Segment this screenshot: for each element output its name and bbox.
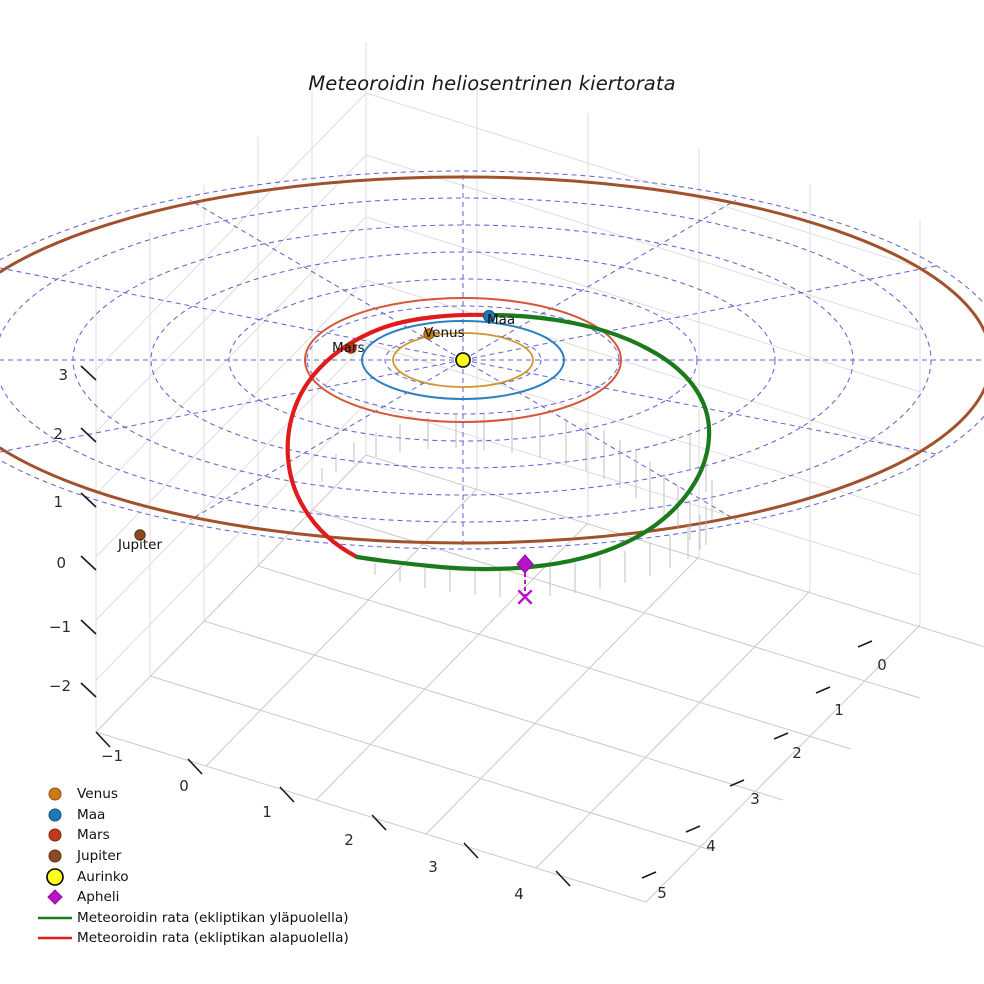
legend-item-label: Maa xyxy=(77,806,106,823)
z-axis-tick: 3 xyxy=(58,366,68,384)
planet-dot-mars xyxy=(345,342,357,354)
ecliptic-polar-grid xyxy=(0,170,984,550)
mars-orbit xyxy=(304,297,622,423)
aphelion-x-icon xyxy=(517,589,533,605)
x-axis-tick: 4 xyxy=(514,885,524,903)
legend-marker-circle-icon xyxy=(33,846,77,866)
legend-marker-circle-icon xyxy=(33,784,77,804)
legend-item[interactable]: Meteoroidin rata (ekliptikan yläpuolella… xyxy=(33,908,363,929)
body-label-venus: Venus xyxy=(424,325,465,341)
planet-dot-venus xyxy=(423,328,435,340)
y-axis-tick: 4 xyxy=(706,837,716,855)
z-axis-tick: −2 xyxy=(48,677,71,695)
y-axis-tick: 5 xyxy=(657,884,667,902)
body-label-jupiter: Jupiter xyxy=(118,537,163,553)
legend-item[interactable]: Venus xyxy=(33,784,363,805)
aphelion-marker-group xyxy=(516,554,534,605)
legend-item[interactable]: Aurinko xyxy=(33,866,363,887)
body-label-maa: Maa xyxy=(487,312,516,328)
legend-item[interactable]: Apheli xyxy=(33,887,363,908)
sun-marker xyxy=(455,352,471,368)
legend-marker-circle-icon xyxy=(33,867,77,887)
meteoroid-orbit-above-ecliptic xyxy=(354,312,712,572)
earth-orbit xyxy=(361,320,565,400)
back-pane-grid xyxy=(95,42,921,732)
droplines xyxy=(321,412,713,597)
axis-ticks xyxy=(80,365,873,887)
legend: Venus Maa Mars Jupiter Aurinko Apheli Meteoroi… xyxy=(33,784,363,949)
legend-item-label: Meteoroidin rata (ekliptikan yläpuolella… xyxy=(77,909,349,926)
legend-item-label: Jupiter xyxy=(77,848,122,865)
legend-item-label: Aurinko xyxy=(77,868,129,885)
y-axis-tick: 1 xyxy=(834,701,844,719)
legend-item-label: Mars xyxy=(77,827,110,844)
z-axis-tick: 1 xyxy=(53,493,63,511)
legend-item[interactable]: Meteoroidin rata (ekliptikan alapuolella… xyxy=(33,928,363,949)
legend-item-label: Meteoroidin rata (ekliptikan alapuolella… xyxy=(77,930,349,947)
x-axis-tick: 0 xyxy=(179,777,189,795)
x-axis-tick: −1 xyxy=(100,747,124,765)
z-axis-tick: 0 xyxy=(56,554,66,572)
floor-grid xyxy=(95,454,984,903)
y-axis-tick: 3 xyxy=(750,790,760,808)
z-axis-tick: −1 xyxy=(48,618,71,636)
x-axis-tick: 3 xyxy=(428,858,438,876)
x-axis-tick: 2 xyxy=(344,831,354,849)
meteoroid-orbit-below-ecliptic xyxy=(285,312,492,560)
chart-title: Meteoroidin heliosentrinen kiertorata xyxy=(308,72,676,95)
y-axis-tick: 0 xyxy=(877,656,887,674)
body-label-mars: Mars xyxy=(332,340,365,356)
legend-marker-circle-icon xyxy=(33,825,77,845)
legend-item-label: Venus xyxy=(77,786,118,803)
legend-marker-line-icon xyxy=(33,928,77,948)
legend-item[interactable]: Maa xyxy=(33,805,363,826)
z-axis-tick: 2 xyxy=(53,425,63,443)
legend-marker-diamond-icon xyxy=(33,887,77,907)
legend-item[interactable]: Mars xyxy=(33,825,363,846)
legend-marker-line-icon xyxy=(33,908,77,928)
aphelion-diamond-icon xyxy=(516,554,534,574)
y-axis-tick: 2 xyxy=(792,744,802,762)
legend-item-label: Apheli xyxy=(77,889,120,906)
venus-orbit xyxy=(392,332,534,388)
planet-dot-jupiter xyxy=(134,529,146,541)
planet-dot-maa xyxy=(482,309,496,323)
legend-marker-circle-icon xyxy=(33,805,77,825)
jupiter-orbit xyxy=(0,175,984,545)
x-axis-tick: 1 xyxy=(262,803,272,821)
legend-item[interactable]: Jupiter xyxy=(33,846,363,867)
